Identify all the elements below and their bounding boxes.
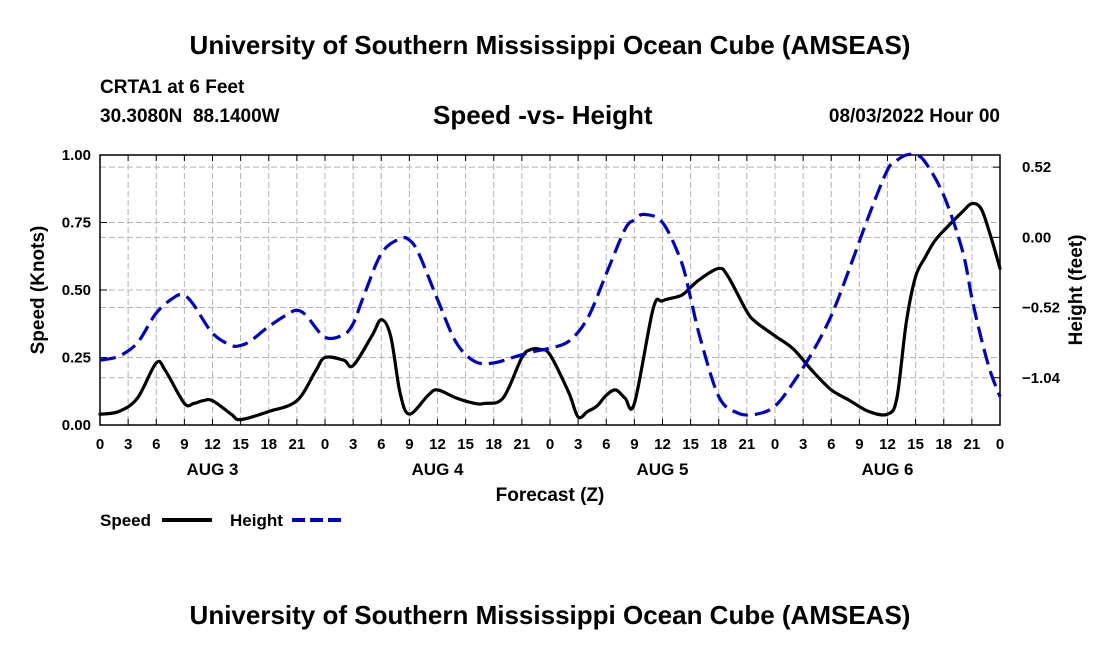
y-tick-label-right: 0.00 [1022,229,1051,246]
legend: Speed Height [100,511,342,530]
axis-ticks [99,154,1001,426]
x-tick-label: 15 [682,436,699,453]
x-tick-label: 15 [907,436,924,453]
legend-height-label: Height [230,511,283,530]
x-tick-label: 12 [204,436,221,453]
x-tick-label: 15 [232,436,249,453]
x-tick-label: 3 [574,436,582,453]
y-tick-label-left: 0.50 [62,282,91,299]
x-tick-label: 18 [935,436,952,453]
x-tick-label: 21 [514,436,531,453]
station-label: CRTA1 at 6 Feet [100,77,245,98]
y-tick-label-left: 0.75 [62,215,91,232]
x-tick-label: 9 [180,436,188,453]
x-tick-label: 0 [996,436,1004,453]
main-title: University of Southern Mississippi Ocean… [189,30,911,60]
day-label: AUG 3 [187,460,239,479]
x-tick-label: 15 [457,436,474,453]
y-tick-label-left: 0.00 [62,417,91,434]
x-tick-label: 12 [879,436,896,453]
footer-title: University of Southern Mississippi Ocean… [189,600,911,630]
data-series [98,152,1002,422]
x-tick-label: 3 [124,436,132,453]
x-tick-label: 12 [429,436,446,453]
x-tick-label: 18 [710,436,727,453]
day-label: AUG 6 [862,460,914,479]
coordinates-label: 30.3080N 88.1400W [100,106,280,127]
x-tick-label: 21 [739,436,756,453]
legend-speed-label: Speed [100,511,151,530]
x-tick-label: 21 [964,436,981,453]
y-tick-label-right: −1.04 [1022,370,1061,387]
x-tick-label: 21 [289,436,306,453]
day-label: AUG 4 [412,460,465,479]
x-tick-label: 0 [546,436,554,453]
x-tick-label: 18 [260,436,277,453]
height-series-line [99,152,1002,417]
x-tick-label: 6 [602,436,610,453]
y-axis-title-right: Height (feet) [1066,235,1087,346]
x-tick-label: 0 [96,436,104,453]
x-tick-label: 3 [349,436,357,453]
x-axis-title: Forecast (Z) [496,485,605,506]
x-tick-label: 6 [152,436,160,453]
x-tick-label: 6 [827,436,835,453]
y-tick-label-right: −0.52 [1022,300,1060,317]
chart-subtitle: Speed -vs- Height [433,100,653,130]
y-tick-label-right: 0.52 [1022,159,1051,176]
y-tick-label-left: 1.00 [62,147,91,164]
axis-labels: 0 3 6 9 12 15 18 21 0 3 6 9 12 15 18 21 0 3 6 9 12 15 18 21 0 3 6 9… [28,147,1087,506]
y-axis-title-left: Speed (Knots) [28,226,49,355]
grid [100,155,1000,425]
day-label: AUG 5 [637,460,689,479]
x-tick-label: 9 [855,436,863,453]
x-tick-label: 9 [405,436,413,453]
x-tick-label: 0 [321,436,329,453]
x-tick-label: 3 [799,436,807,453]
x-tick-label: 6 [377,436,385,453]
x-tick-label: 18 [485,436,502,453]
y-tick-label-left: 0.25 [62,350,91,367]
x-tick-label: 0 [771,436,779,453]
x-tick-label: 9 [630,436,638,453]
x-tick-label: 12 [654,436,671,453]
speed-series-line [98,201,1002,422]
forecast-date: 08/03/2022 Hour 00 [828,106,1000,127]
